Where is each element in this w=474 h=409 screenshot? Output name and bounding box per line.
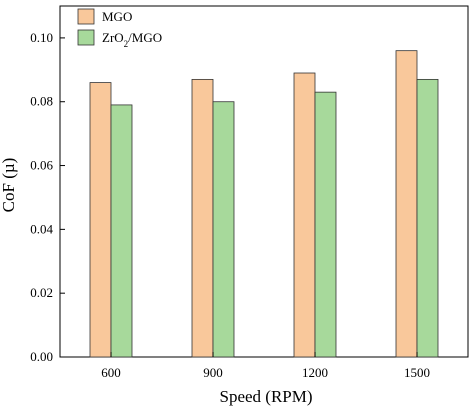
y-tick-label: 0.06: [30, 158, 53, 173]
plot-frame: [59, 5, 469, 358]
legend-swatch: [77, 29, 95, 46]
bar-zro2-mgo-600: [110, 104, 133, 358]
x-tick-label: 600: [101, 365, 121, 380]
x-axis-ticks: 600 900 1200 1500: [101, 352, 430, 380]
y-axis-title: CoF (µ): [0, 158, 18, 213]
legend-label: MGO: [102, 9, 132, 24]
y-axis-ticks: 0.00 0.02 0.04 0.06 0.08 0.10: [30, 30, 65, 364]
bars: [89, 50, 439, 358]
x-axis-title: Speed (RPM): [219, 387, 312, 406]
x-tick-label: 1200: [302, 365, 328, 380]
bar-mgo-1200: [293, 72, 316, 358]
legend-label: ZrO2/MGO: [102, 30, 162, 49]
bar-zro2-mgo-900: [212, 101, 235, 358]
legend: MGO ZrO2/MGO: [77, 8, 162, 49]
y-tick-label: 0.10: [30, 30, 53, 45]
y-tick-label: 0.04: [30, 221, 53, 236]
y-tick-label: 0.00: [30, 349, 53, 364]
bar-mgo-600: [89, 82, 112, 358]
bar-mgo-1500: [395, 50, 418, 358]
x-tick-label: 1500: [404, 365, 430, 380]
bar-zro2-mgo-1200: [314, 91, 337, 358]
bar-zro2-mgo-1500: [416, 78, 439, 358]
bar-mgo-900: [191, 78, 214, 358]
y-tick-label: 0.02: [30, 285, 53, 300]
y-tick-label: 0.08: [30, 94, 53, 109]
legend-swatch: [77, 8, 95, 25]
plot-area: [59, 5, 469, 358]
x-tick-label: 900: [203, 365, 223, 380]
